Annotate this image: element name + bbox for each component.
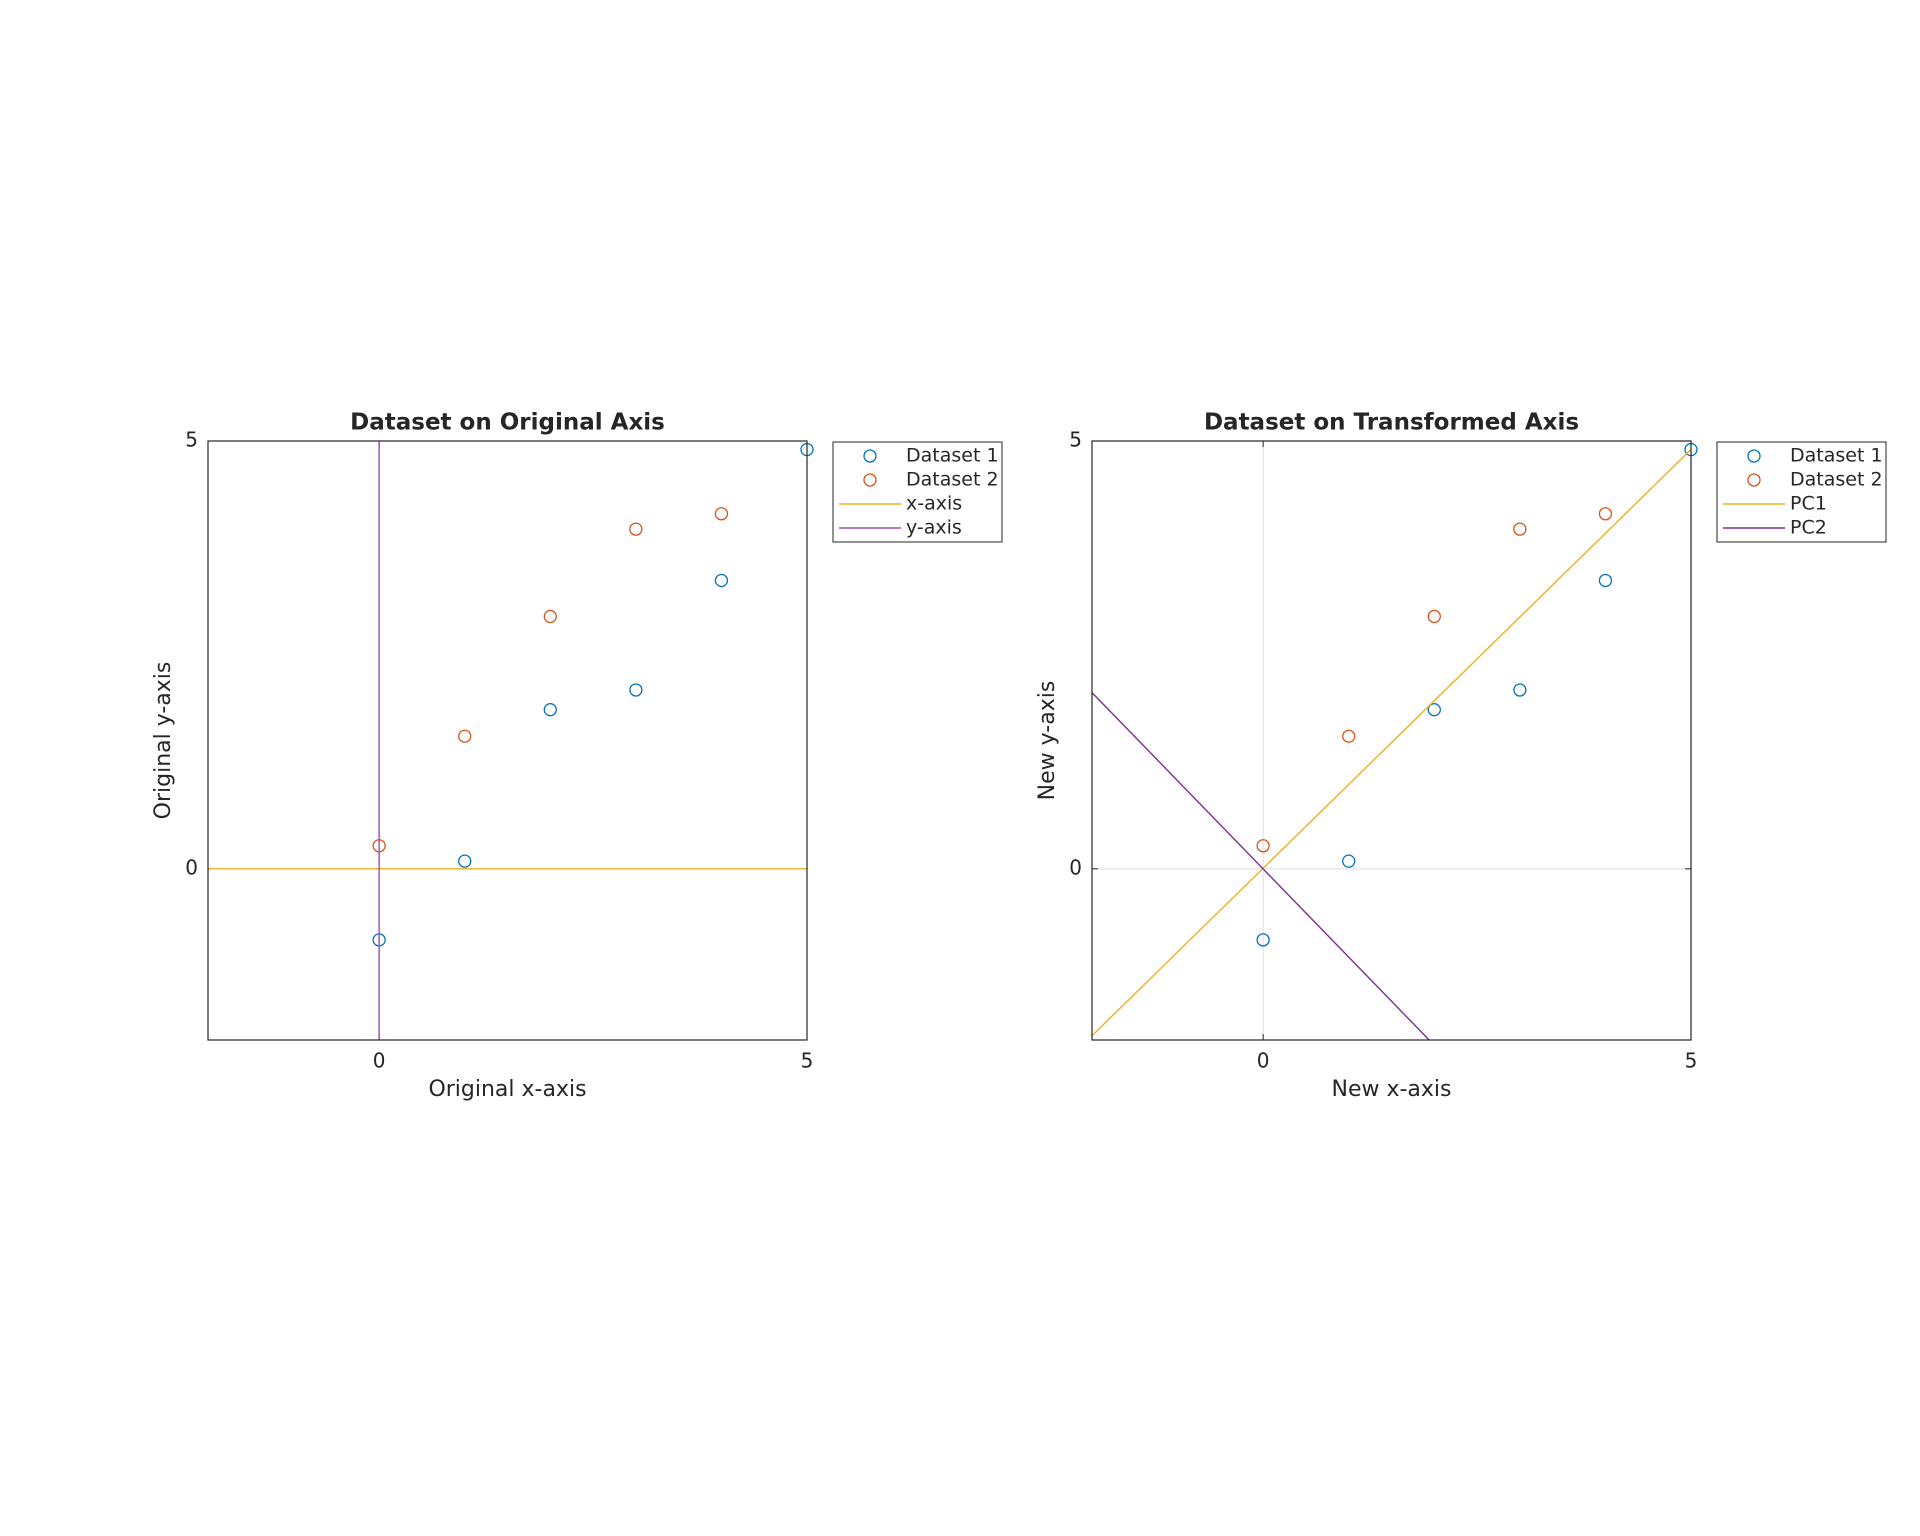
plot-area <box>1092 441 1691 1040</box>
data-point <box>543 703 557 717</box>
data-point <box>1598 573 1613 588</box>
legend-label: PC2 <box>1790 517 1827 539</box>
data-point <box>1598 507 1613 521</box>
y-tick-label: 5 <box>185 428 198 452</box>
legend-label: Dataset 2 <box>906 469 999 491</box>
axes-box <box>207 440 808 1041</box>
data-point <box>458 854 472 868</box>
y-axis-label: Original y-axis <box>151 662 176 820</box>
chart-title: Dataset on Original Axis <box>350 410 665 436</box>
series-line <box>1091 449 1692 1037</box>
y-axis-label: New y-axis <box>1035 681 1060 801</box>
x-tick-label: 0 <box>373 1049 386 1073</box>
x-tick-label: 0 <box>1257 1049 1270 1073</box>
data-point <box>1513 522 1527 536</box>
axes-box <box>1091 440 1692 1041</box>
data-point <box>1256 839 1270 853</box>
chart-title: Dataset on Transformed Axis <box>1204 410 1579 436</box>
data-point <box>714 507 729 521</box>
data-point <box>543 609 557 624</box>
x-axis-label: Original x-axis <box>428 1077 586 1102</box>
legend-label: Dataset 2 <box>1790 469 1883 491</box>
data-point <box>1427 703 1441 717</box>
data-point <box>1342 854 1356 868</box>
axes: 0 5 0 5 Dataset on Original Axis Original x-a… <box>151 410 1003 1102</box>
data-point <box>629 522 643 536</box>
legend-swatch <box>1747 449 1761 463</box>
y-tick-label: 0 <box>1069 855 1082 879</box>
data-point <box>458 729 472 743</box>
legend-swatch <box>863 473 877 487</box>
x-tick-label: 5 <box>1685 1049 1698 1073</box>
legend-label: Dataset 1 <box>1790 445 1883 467</box>
data-point <box>714 573 729 588</box>
legend-label: Dataset 1 <box>906 445 999 467</box>
legend-box <box>1716 441 1887 543</box>
data-point <box>1342 729 1356 743</box>
x-tick-label: 5 <box>801 1049 814 1073</box>
legend-swatch <box>1747 473 1761 487</box>
data-point <box>1427 609 1441 624</box>
legend-label: x-axis <box>906 493 962 515</box>
legend-label: PC1 <box>1790 493 1827 515</box>
legend-box <box>832 441 1003 543</box>
data-point <box>1513 683 1527 697</box>
y-tick-label: 5 <box>1069 428 1082 452</box>
data-point <box>629 683 643 697</box>
legend-label: y-axis <box>906 517 962 539</box>
x-axis-label: New x-axis <box>1331 1077 1451 1102</box>
data-point <box>1256 933 1270 947</box>
legend-swatch <box>863 449 877 463</box>
axes: 0 5 0 5 Dataset on Transformed Axis New x-axi… <box>1035 410 1887 1102</box>
series-line <box>1091 692 1430 1041</box>
plot-area <box>208 441 807 1040</box>
y-tick-label: 0 <box>185 855 198 879</box>
